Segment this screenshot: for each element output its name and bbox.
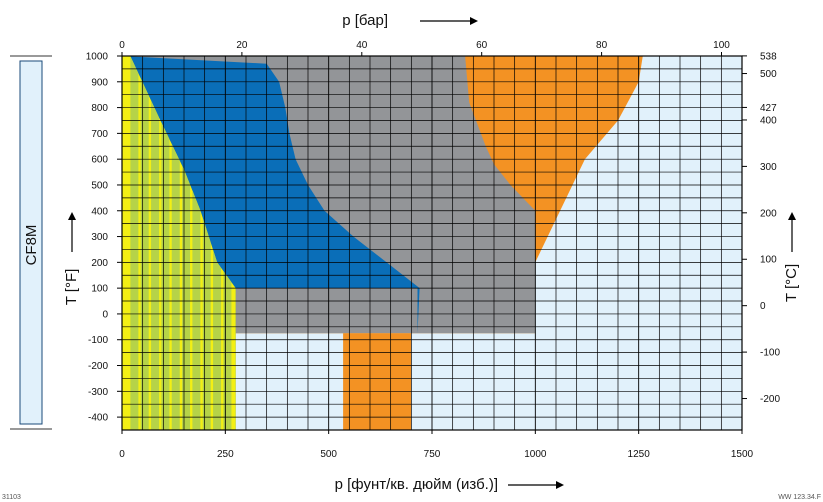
- right-tick-label: 100: [760, 255, 777, 266]
- top-axis-arrowhead-icon: [470, 17, 478, 25]
- top-tick-label: 0: [119, 40, 125, 51]
- bottom-tick-label: 1250: [628, 449, 651, 460]
- right-tick-label: 400: [760, 115, 777, 126]
- stripe: [140, 56, 149, 430]
- left-tick-label: 500: [91, 180, 108, 191]
- top-tick-label: 100: [713, 40, 730, 51]
- region-orange: [343, 333, 412, 430]
- material-tab: [19, 60, 43, 425]
- left-axis-label: T [°F]: [63, 269, 80, 306]
- right-tick-label: -100: [760, 348, 780, 359]
- bottom-tick-label: 0: [119, 449, 125, 460]
- right-tick-label: -200: [760, 394, 780, 405]
- right-tick-label: 500: [760, 69, 777, 80]
- bottom-tick-label: 250: [217, 449, 234, 460]
- left-tick-label: 100: [91, 284, 108, 295]
- grid: [121, 55, 743, 430]
- left-tick-label: -100: [88, 335, 108, 346]
- stripe: [171, 56, 180, 430]
- top-ticks: 0 20 40 60 80 100: [119, 40, 730, 56]
- left-tick-label: 600: [91, 155, 108, 166]
- left-tick-label: -200: [88, 361, 108, 372]
- right-tick-label: 0: [760, 301, 766, 312]
- top-axis-label: p [бар]: [342, 12, 388, 29]
- bottom-axis-label: p [фунт/кв. дюйм (изб.)]: [335, 476, 498, 493]
- left-ticks: -400 -300 -200 -100 0 100 200 300 400 500 600 700 80…: [86, 52, 122, 424]
- material-label: CF8M: [23, 225, 40, 266]
- left-tick-label: -300: [88, 387, 108, 398]
- stripe: [182, 56, 191, 430]
- left-tick-label: 700: [91, 129, 108, 140]
- left-tick-label: 900: [91, 77, 108, 88]
- left-tick-label: 0: [102, 309, 108, 320]
- bottom-tick-label: 1000: [524, 449, 547, 460]
- stripe: [151, 56, 160, 430]
- stripe: [161, 56, 170, 430]
- top-tick-label: 20: [236, 40, 248, 51]
- left-axis-arrowhead-icon: [68, 212, 76, 220]
- stripe: [192, 56, 201, 430]
- top-tick-label: 40: [356, 40, 368, 51]
- top-tick-label: 60: [476, 40, 488, 51]
- bottom-ticks: 0 250 500 750 1000 1250 1500: [119, 430, 754, 460]
- left-tick-label: -400: [88, 413, 108, 424]
- left-tick-label: 300: [91, 232, 108, 243]
- left-tick-label: 400: [91, 206, 108, 217]
- left-tick-label: 1000: [86, 52, 109, 63]
- bottom-axis-arrowhead-icon: [556, 481, 564, 489]
- right-tick-label: 200: [760, 208, 777, 219]
- stripe: [130, 56, 139, 430]
- left-tick-label: 800: [91, 103, 108, 114]
- bottom-tick-label: 750: [424, 449, 441, 460]
- left-tick-label: 200: [91, 258, 108, 269]
- right-tick-label: 300: [760, 162, 777, 173]
- bottom-tick-label: 1500: [731, 449, 754, 460]
- corner-label-right: WW 123.34.F: [778, 494, 821, 501]
- bottom-tick-label: 500: [320, 449, 337, 460]
- right-axis-label: T [°C]: [783, 264, 800, 302]
- stripe: [202, 56, 211, 430]
- corner-label-left: 31103: [2, 494, 21, 501]
- right-tick-label: 538: [760, 51, 777, 62]
- right-tick-label: 427: [760, 103, 777, 114]
- right-axis-arrowhead-icon: [788, 212, 796, 220]
- top-tick-label: 80: [596, 40, 608, 51]
